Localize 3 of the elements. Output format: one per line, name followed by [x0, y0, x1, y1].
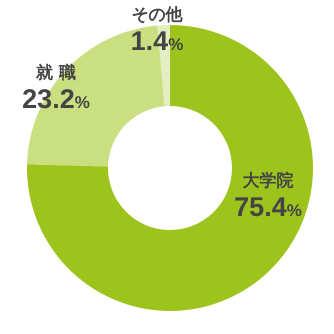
data-label: 75.4%	[234, 192, 302, 222]
slice-label: 大学院	[242, 171, 294, 191]
slice-label: その他	[132, 5, 184, 25]
